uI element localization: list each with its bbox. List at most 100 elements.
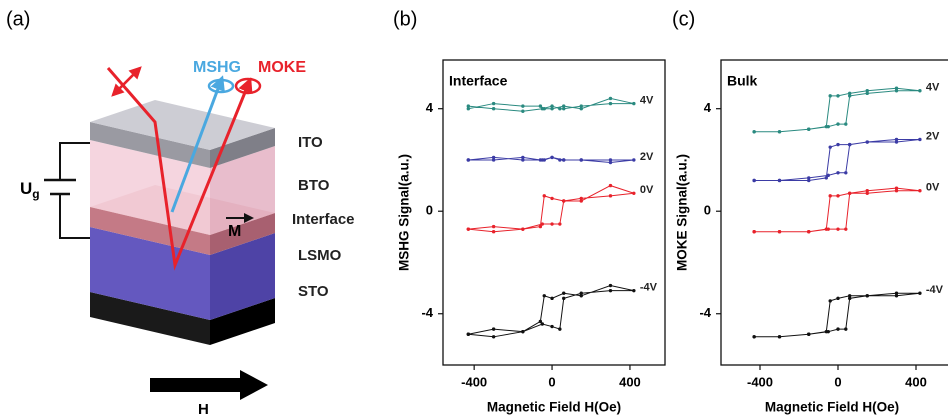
data-point [836, 142, 840, 147]
data-point [538, 104, 543, 108]
data-point [562, 158, 566, 162]
data-point [540, 222, 545, 226]
x-tick-label: 0 [834, 374, 841, 389]
voltage-subscript: g [32, 187, 39, 201]
data-point [848, 191, 852, 195]
moke-beam [106, 67, 253, 271]
data-point [632, 191, 636, 195]
data-point [836, 327, 840, 331]
data-point [608, 96, 613, 101]
data-point [550, 324, 554, 329]
data-point [521, 155, 525, 160]
data-point [848, 94, 852, 98]
plot-frame [442, 59, 666, 366]
data-point [550, 104, 554, 108]
data-point [807, 178, 811, 183]
data-point [608, 183, 613, 188]
data-point [865, 140, 869, 144]
data-point [558, 158, 562, 162]
chart: (c) Bulk -400 0 400 -4 0 4 Magnetic Field H(Oe) M… [672, 8, 948, 415]
data-point [466, 104, 471, 108]
data-point [777, 335, 782, 339]
data-point [894, 137, 899, 142]
series-label: 0V [926, 182, 940, 194]
bto-layer [210, 146, 275, 235]
data-point [491, 230, 496, 234]
data-point [491, 335, 496, 339]
data-point [894, 89, 899, 93]
y-tick-label: -4 [699, 305, 711, 320]
layer-label: ITO [298, 134, 323, 151]
polarization-arrow [111, 67, 141, 97]
data-point [632, 101, 636, 106]
data-point [562, 291, 566, 295]
data-point [844, 171, 848, 175]
data-point [538, 224, 543, 229]
data-point [542, 158, 546, 162]
data-point [540, 322, 545, 326]
data-point [844, 227, 848, 231]
layer-label: STO [298, 283, 329, 300]
data-point [826, 173, 830, 178]
data-point [824, 176, 828, 180]
data-point [542, 294, 546, 298]
data-point [848, 91, 852, 96]
data-point [828, 145, 832, 149]
data-point [865, 294, 869, 298]
panel-a: (a) MSHG MOKE M ITO BTO Interface LSM [6, 8, 355, 418]
bto-layer [90, 140, 210, 235]
x-tick-label: 0 [548, 374, 555, 389]
field-label: H [198, 401, 209, 418]
data-point [824, 329, 828, 334]
m-label: M [228, 223, 241, 240]
polarization-ellipse [234, 77, 262, 95]
data-point [865, 91, 869, 96]
wire [59, 194, 90, 239]
voltage-label: Ug [20, 179, 40, 201]
data-point [848, 296, 852, 301]
panel-label: (b) [393, 8, 417, 30]
data-point [894, 186, 899, 190]
layer-label: BTO [298, 177, 330, 194]
data-point [918, 89, 922, 93]
data-point [538, 319, 543, 324]
x-tick-label: 400 [619, 374, 641, 389]
sto-layer [210, 298, 275, 345]
data-point [848, 142, 852, 147]
data-point [836, 94, 840, 98]
data-point [752, 335, 756, 339]
data-point [836, 122, 840, 126]
data-point [894, 294, 899, 298]
ito-layer [210, 128, 275, 168]
series-label: 4V [640, 94, 654, 106]
data-point [550, 155, 554, 160]
data-point [894, 140, 899, 144]
data-point [521, 329, 525, 334]
data-point [807, 230, 811, 234]
data-point [579, 158, 583, 162]
wire [59, 142, 90, 180]
field-arrow [150, 370, 268, 400]
x-axis-title: Magnetic Field H(Oe) [487, 400, 621, 415]
y-tick-label: 4 [426, 100, 434, 115]
y-tick-label: 0 [704, 203, 711, 218]
data-point [752, 130, 756, 134]
data-point [836, 227, 840, 231]
data-point [918, 137, 922, 142]
data-point [836, 194, 840, 198]
data-point [466, 332, 471, 336]
data-point [466, 158, 471, 162]
data-point [562, 106, 566, 111]
y-tick-label: 0 [426, 203, 433, 218]
moke-label: MOKE [258, 59, 306, 76]
data-point [550, 106, 554, 111]
data-point [828, 94, 832, 98]
x-axis-title: Magnetic Field H(Oe) [765, 400, 899, 415]
y-axis-title: MOKE Signal(a.u.) [675, 154, 690, 271]
series-label: 4V [926, 82, 940, 94]
data-point [521, 158, 525, 162]
x-tick-label: -400 [461, 374, 487, 389]
data-point [608, 101, 613, 106]
data-point [632, 158, 636, 162]
